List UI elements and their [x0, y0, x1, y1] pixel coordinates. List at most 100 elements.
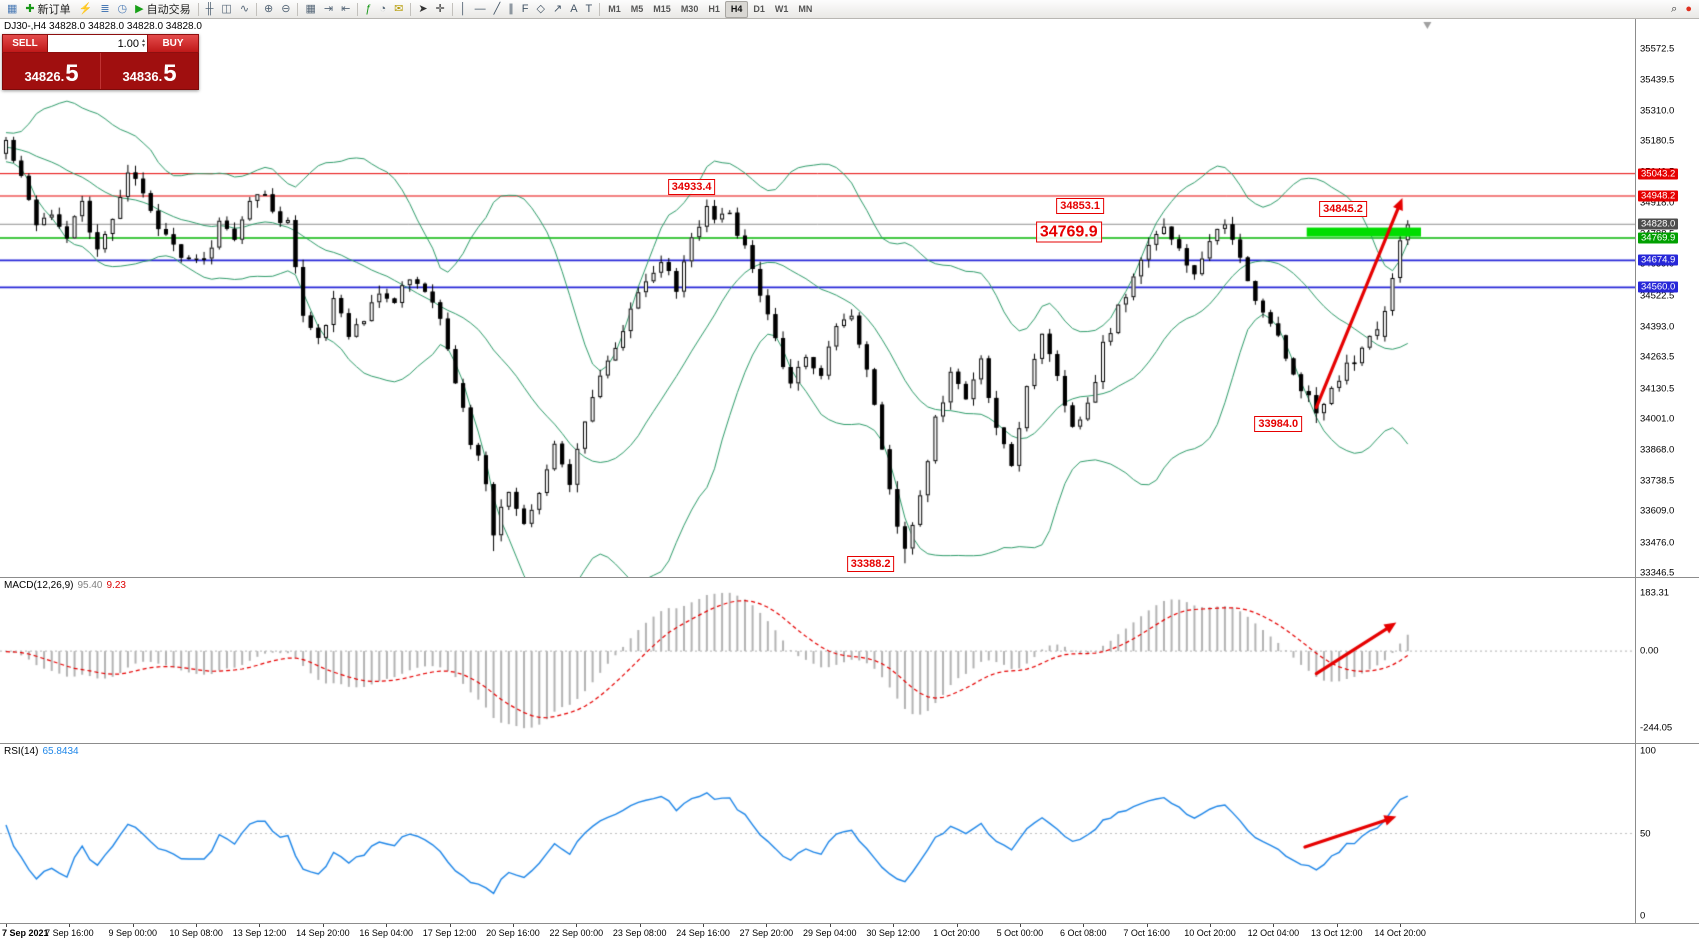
bar-chart-icon[interactable]: ╫: [202, 1, 218, 18]
horizontal-line-icon[interactable]: ―: [471, 1, 490, 18]
price-axis-label: 33346.5: [1640, 567, 1675, 579]
new-order-button-label: 新订单: [37, 4, 71, 16]
fibonacci-icon[interactable]: F: [518, 1, 533, 18]
timeframe-d1-button[interactable]: D1: [753, 4, 765, 14]
time-axis-tick: [829, 924, 831, 927]
search-button[interactable]: ⌕: [1667, 1, 1681, 18]
chart-shift-icon[interactable]: ⇤: [337, 1, 354, 18]
rsi-axis[interactable]: 100 50 0: [1635, 744, 1699, 923]
zoom-out-icon: ⊖: [281, 2, 291, 15]
time-axis-tick: [1210, 924, 1212, 927]
toolbar-separator: [451, 2, 453, 16]
price-axis-label: 33738.5: [1640, 475, 1675, 487]
buy-button[interactable]: BUY: [147, 34, 199, 53]
toolbar-separator: [297, 2, 299, 16]
time-axis-label: 20 Sep 16:00: [486, 928, 540, 938]
time-axis-tick: [132, 924, 134, 927]
time-axis-tick: [386, 924, 388, 927]
price-axis-label: 33609.0: [1640, 505, 1675, 517]
price-axis[interactable]: 35572.535439.535310.035180.535049.534918…: [1635, 19, 1699, 579]
trade-panel-controls: SELL 1.00 ▴ ▾ BUY: [2, 34, 199, 53]
trendline-icon[interactable]: ╱: [490, 1, 505, 18]
price-axis-label: 35439.5: [1640, 74, 1675, 86]
macd-name: MACD(12,26,9): [4, 580, 74, 591]
cursor-icon[interactable]: ➤: [414, 1, 431, 18]
timeframe-mn-button[interactable]: MN: [798, 4, 813, 14]
buy-price-value: 34836.: [122, 69, 163, 84]
market-depth-icon[interactable]: ≣: [96, 1, 113, 18]
time-axis-tick: [576, 924, 578, 927]
vertical-line-icon[interactable]: │: [456, 1, 471, 18]
rsi-canvas[interactable]: [0, 744, 1635, 923]
auto-trading-button-icon: ▶: [135, 2, 144, 15]
symbol-period-label: DJ30-,H4: [4, 21, 47, 32]
time-axis[interactable]: 7 Sep 2021 7 Sep 16:00 9 Sep 00:00 10 Sep 0…: [0, 923, 1699, 940]
tile-windows-icon[interactable]: ▦: [301, 1, 319, 18]
text-label-icon[interactable]: T: [582, 1, 597, 18]
timeframe-m1-button[interactable]: M1: [608, 4, 621, 14]
auto-scroll-icon[interactable]: ⇥: [320, 1, 337, 18]
autotrading-flash-icon[interactable]: ⚡: [75, 1, 97, 18]
price-axis-label: 34393.0: [1640, 321, 1675, 333]
shapes-icon[interactable]: ◇: [533, 1, 549, 18]
ohlc-values: 34828.0 34828.0 34828.0 34828.0: [49, 21, 202, 32]
time-axis-tick: [6, 924, 7, 927]
toolbar-right-group: ⌕ ●: [1667, 1, 1696, 18]
time-axis-label: 24 Sep 16:00: [676, 928, 730, 938]
time-axis-label: 27 Sep 20:00: [739, 928, 794, 938]
terminal-icon[interactable]: ▦: [3, 1, 21, 18]
channel-icon[interactable]: ∥: [504, 1, 518, 18]
time-axis-tick: [196, 924, 198, 927]
price-axis-marker: 34560.0: [1638, 281, 1679, 293]
volume-input[interactable]: 1.00 ▴ ▾: [48, 34, 147, 53]
spinner-down-icon[interactable]: ▾: [141, 42, 145, 49]
zoom-out-icon[interactable]: ⊖: [277, 1, 294, 18]
volume-spinner[interactable]: ▴ ▾: [141, 37, 145, 49]
horizontal-line-icon: ―: [474, 2, 486, 15]
market-watch-icon[interactable]: ◷: [114, 1, 132, 18]
zoom-in-icon[interactable]: ⊕: [260, 1, 277, 18]
candlestick-chart-icon[interactable]: ◫: [217, 1, 235, 18]
auto-scroll-icon: ⇥: [323, 2, 334, 15]
spinner-up-icon[interactable]: ▴: [141, 37, 145, 44]
auto-trading-button-label: 自动交易: [146, 4, 191, 16]
macd-axis[interactable]: 183.31 0.00 -244.05: [1635, 578, 1699, 743]
text-icon[interactable]: A: [566, 1, 581, 18]
crosshair-icon[interactable]: ✛: [432, 1, 449, 18]
time-axis-tick: [1273, 924, 1275, 927]
buy-price[interactable]: 34836. 5: [101, 53, 198, 89]
sell-price[interactable]: 34826. 5: [3, 53, 101, 89]
trendline-icon: ╱: [493, 2, 501, 15]
indicator-axis-label: 0: [1640, 910, 1646, 922]
time-axis-tick: [893, 924, 895, 927]
indicators-icon[interactable]: ƒ: [361, 1, 375, 18]
sell-button[interactable]: SELL: [2, 34, 48, 53]
connection-status-button[interactable]: ●: [1681, 1, 1696, 18]
chart-symbol-ohlc: DJ30-,H4 34828.0 34828.0 34828.0 34828.0: [4, 21, 202, 32]
trade-panel-prices: 34826. 5 34836. 5: [2, 53, 199, 90]
time-axis-tick: [449, 924, 451, 927]
price-chart-panel: 35572.535439.535310.035180.535049.534918…: [0, 19, 1699, 579]
arrows-tool-icon[interactable]: ↗: [549, 1, 566, 18]
auto-trading-button[interactable]: ▶ 自动交易: [131, 1, 194, 18]
periods-icon[interactable]: ◔: [375, 1, 390, 18]
shapes-icon: ◇: [536, 2, 545, 15]
mail-icon[interactable]: ✉: [390, 1, 407, 18]
timeframe-w1-button[interactable]: W1: [774, 4, 789, 14]
timeframe-m15-button[interactable]: M15: [653, 4, 671, 14]
search-icon: ⌕: [1671, 2, 1678, 15]
timeframe-h4-button[interactable]: H4: [724, 0, 749, 18]
time-axis-label: 5 Oct 00:00: [996, 928, 1044, 938]
timeframe-h1-button[interactable]: H1: [708, 4, 720, 14]
macd-canvas[interactable]: [0, 578, 1635, 743]
time-axis-tick: [639, 924, 641, 927]
timeframe-m30-button[interactable]: M30: [680, 4, 699, 14]
time-axis-label: 1 Oct 20:00: [933, 928, 980, 938]
rsi-panel: 100 50 0 RSI(14) 65.8434: [0, 743, 1699, 923]
periods-icon: ◔: [379, 2, 387, 15]
line-chart-icon[interactable]: ∿: [236, 1, 253, 18]
timeframe-m5-button[interactable]: M5: [630, 4, 644, 14]
new-order-button[interactable]: ✚ 新订单: [21, 1, 74, 18]
main-chart-canvas[interactable]: [0, 19, 1635, 577]
price-axis-marker: 34828.0: [1638, 218, 1679, 230]
